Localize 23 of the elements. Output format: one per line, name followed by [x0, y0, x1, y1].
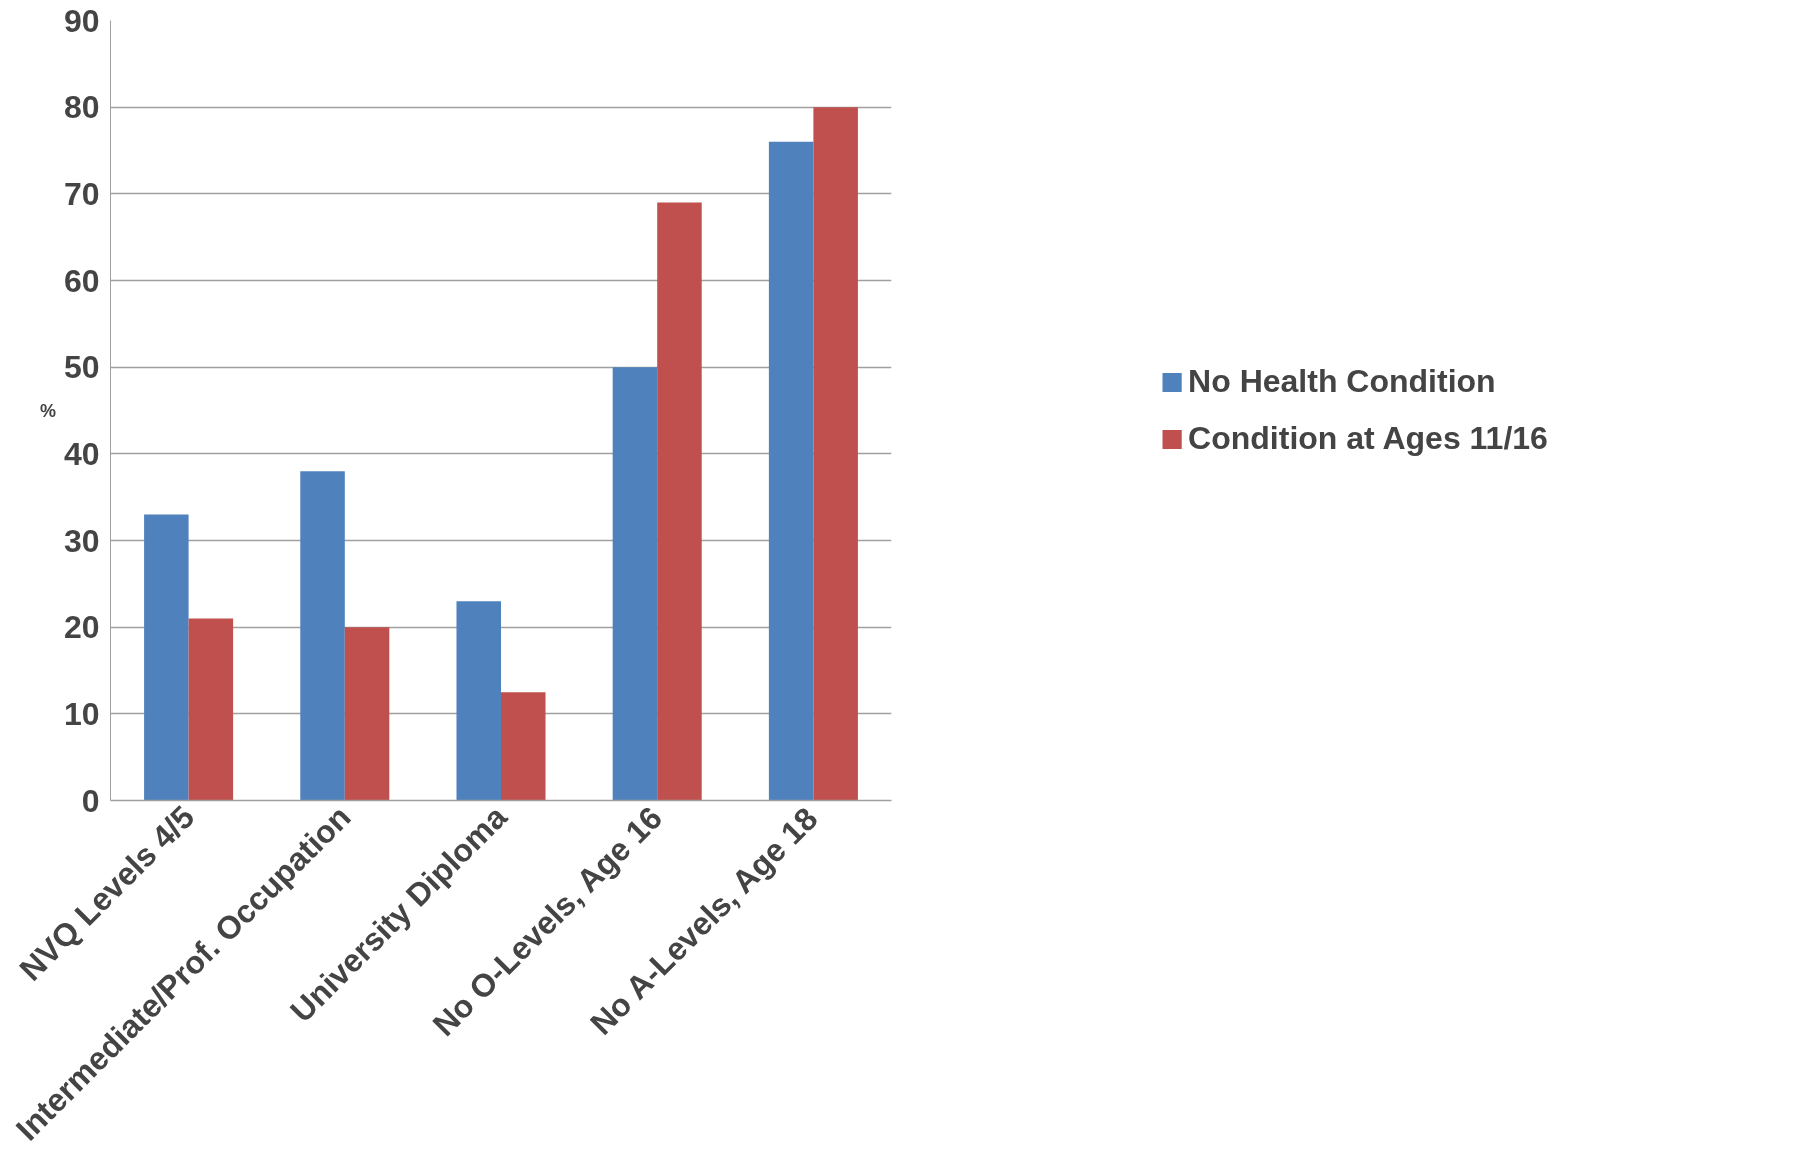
y-tick-label: 60 — [63, 262, 100, 299]
bar — [657, 202, 702, 801]
y-tick-label: 40 — [63, 435, 100, 472]
y-tick-label: 0 — [81, 782, 100, 819]
bar — [144, 514, 189, 801]
y-axis-title: % — [39, 400, 56, 421]
y-tick-label: 90 — [63, 2, 100, 39]
bar — [612, 367, 658, 801]
y-tick-label: 20 — [63, 609, 100, 646]
y-tick-label: 10 — [63, 695, 100, 732]
bar — [456, 601, 501, 801]
bar — [188, 618, 234, 801]
bar — [768, 141, 814, 801]
y-tick-label: 30 — [63, 522, 100, 559]
y-tick-label: 70 — [63, 175, 100, 212]
legend-label: Condition at Ages 11/16 — [1188, 420, 1548, 457]
bar — [813, 107, 858, 801]
y-tick-label: 80 — [63, 89, 100, 126]
legend-label: No Health Condition — [1188, 363, 1496, 400]
bar — [300, 471, 345, 801]
bar — [344, 627, 390, 801]
bar — [501, 692, 546, 801]
y-tick-label: 50 — [63, 349, 100, 386]
